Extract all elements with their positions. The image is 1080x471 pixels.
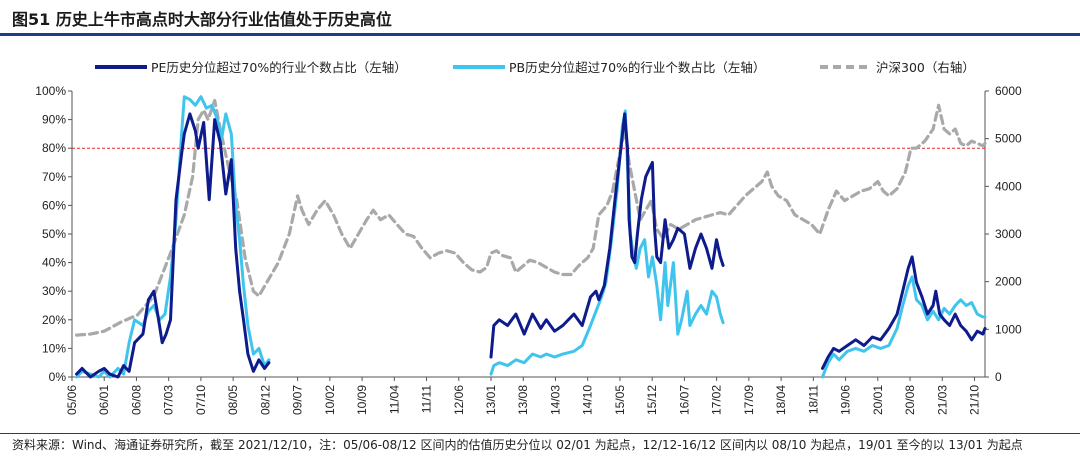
chart: PE历史分位超过70%的行业个数占比（左轴） PB历史分位超过70%的行业个数占比…: [35, 60, 1022, 415]
x-tick-label: 07/03: [162, 385, 176, 415]
x-tick-label: 06/08: [129, 385, 143, 415]
x-tick-label: 05/06: [65, 385, 79, 415]
x-tick-label: 13/08: [516, 385, 530, 415]
y-left-tick-label: 60%: [42, 198, 66, 212]
x-tick-label: 11/04: [387, 385, 401, 414]
pb-series-line: [489, 109, 725, 376]
y-right-tick-label: 5000: [995, 132, 1022, 146]
x-tick-label: 18/04: [774, 385, 788, 415]
title-rule: [0, 33, 1080, 36]
y-left-tick-label: 40%: [42, 256, 66, 270]
x-tick-label: 14/10: [581, 385, 595, 415]
hs300-series-line: [75, 98, 987, 337]
y-left-tick-label: 10%: [42, 341, 66, 355]
x-tick-label: 11/11: [420, 385, 434, 414]
source-note: 资料来源：Wind、海通证券研究所，截至 2021/12/10，注：05/06-…: [12, 438, 1023, 452]
y-right-tick-label: 3000: [995, 227, 1022, 241]
x-tick-label: 14/03: [548, 385, 562, 415]
x-tick-label: 16/07: [677, 385, 691, 415]
y-left-tick-label: 50%: [42, 227, 66, 241]
y-left-tick-label: 100%: [35, 84, 66, 98]
x-tick-label: 09/07: [291, 385, 305, 415]
x-tick-label: 21/03: [935, 385, 949, 415]
x-tick-label: 12/06: [452, 385, 466, 415]
x-tick-label: 19/06: [839, 385, 853, 415]
series-layer: [72, 95, 987, 379]
y-right-tick-label: 1000: [995, 322, 1022, 336]
pb-series-line: [821, 275, 987, 379]
y-left-tick-label: 90%: [42, 113, 66, 127]
x-tick-label: 20/01: [871, 385, 885, 415]
pb-series-line: [75, 95, 271, 379]
y-left-tick-label: 0%: [49, 370, 67, 384]
legend-hs300-label: 沪深300（右轴）: [876, 60, 975, 75]
pe-series-line: [489, 112, 725, 359]
y-left-tick-label: 20%: [42, 313, 66, 327]
legend: PE历史分位超过70%的行业个数占比（左轴） PB历史分位超过70%的行业个数占比…: [95, 60, 975, 75]
x-tick-label: 17/09: [742, 385, 756, 415]
x-tick-label: 15/05: [613, 385, 627, 415]
pe-series-line: [821, 255, 987, 370]
chart-title: 图51 历史上牛市高点时大部分行业估值处于历史高位: [12, 10, 392, 29]
x-tick-label: 13/01: [484, 385, 498, 415]
source-rule: [0, 433, 1080, 434]
y-left-tick-label: 30%: [42, 284, 66, 298]
legend-pb-label: PB历史分位超过70%的行业个数占比（左轴）: [509, 60, 765, 75]
x-tick-label: 15/12: [645, 385, 659, 415]
y-left-tick-label: 70%: [42, 170, 66, 184]
y-right-tick-label: 4000: [995, 179, 1022, 193]
title-bar: 图51 历史上牛市高点时大部分行业估值处于历史高位: [0, 0, 1080, 36]
x-tick-label: 08/12: [258, 385, 272, 415]
y-right-tick-label: 6000: [995, 84, 1022, 98]
y-left-tick-label: 80%: [42, 141, 66, 155]
y-right-tick-label: 2000: [995, 275, 1022, 289]
x-tick-label: 18/11: [806, 385, 820, 414]
x-tick-label: 17/02: [710, 385, 724, 415]
x-tick-label: 21/10: [968, 385, 982, 415]
x-tick-label: 10/02: [323, 385, 337, 415]
x-tick-label: 10/09: [355, 385, 369, 415]
y-right-tick-label: 0: [995, 370, 1002, 384]
legend-pe-label: PE历史分位超过70%的行业个数占比（左轴）: [151, 60, 407, 75]
axes: 0% 10% 20% 30% 40% 50% 60% 70% 80% 90% 100% 0 1000 20…: [35, 84, 1022, 415]
x-tick-label: 07/10: [194, 385, 208, 415]
x-tick-label: 06/01: [97, 385, 111, 415]
x-tick-label: 20/08: [903, 385, 917, 415]
pe-series-line: [75, 112, 271, 379]
x-tick-label: 08/05: [226, 385, 240, 415]
